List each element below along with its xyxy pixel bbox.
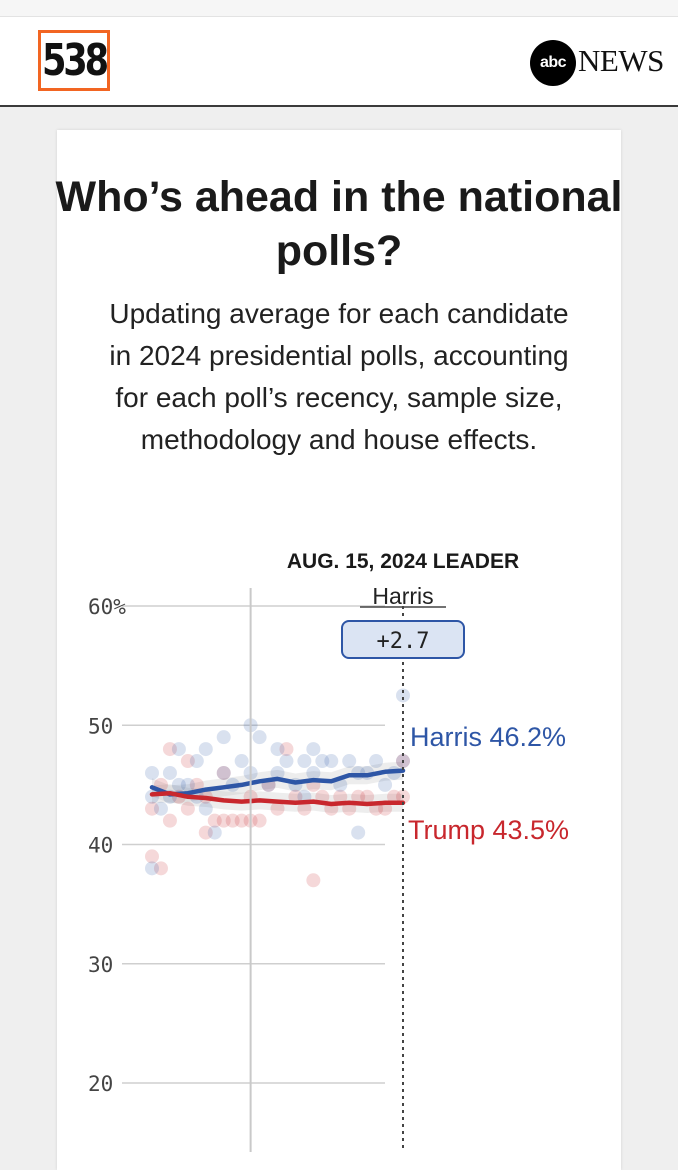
trump-poll-dot <box>288 789 303 804</box>
leader-name: Harris <box>372 583 433 609</box>
poll-card <box>57 130 621 1170</box>
leader-date-label: AUG. 15, 2024 LEADER <box>287 550 519 573</box>
abc-news-wordmark[interactable]: NEWS <box>578 43 664 78</box>
trump-poll-dot <box>234 813 249 828</box>
harris-poll-dot <box>162 765 177 780</box>
harris-poll-dot <box>207 825 222 840</box>
harris-poll-dot <box>234 754 249 769</box>
harris-poll-dot <box>306 765 321 780</box>
trump-poll-dot <box>189 777 204 792</box>
abc-logo[interactable]: abc <box>530 40 576 86</box>
trump-end-label: Trump 43.5% <box>408 815 569 845</box>
trump-poll-dot <box>198 825 213 840</box>
harris-poll-dot <box>216 730 231 745</box>
trump-poll-dot <box>162 742 177 757</box>
page-title: Who’s ahead in the national polls? <box>55 173 623 275</box>
y-tick-label: 20 <box>88 1072 113 1096</box>
trump-poll-dot <box>207 813 222 828</box>
harris-poll-dot <box>351 825 366 840</box>
trump-poll-dot <box>351 789 366 804</box>
harris-poll-dot <box>324 754 339 769</box>
harris-poll-dot <box>198 742 213 757</box>
y-tick-label: 60% <box>88 595 126 619</box>
y-tick-label: 40 <box>88 834 113 858</box>
harris-poll-dot <box>279 754 294 769</box>
harris-uncertainty-band <box>152 761 403 804</box>
trump-poll-dot <box>270 801 285 816</box>
harris-poll-dot <box>396 688 410 703</box>
trump-poll-dot <box>306 873 321 888</box>
leader-margin: +2.7 <box>377 629 430 654</box>
leader-margin-box <box>341 620 465 659</box>
harris-poll-dot <box>342 754 357 769</box>
y-tick-label: 50 <box>88 714 113 738</box>
trump-poll-dot <box>387 789 402 804</box>
harris-poll-dot <box>369 754 384 769</box>
trump-poll-dot <box>145 849 159 864</box>
browser-top-strip <box>0 0 678 17</box>
trump-poll-dot <box>153 861 168 876</box>
trump-poll-dot <box>145 801 159 816</box>
trump-poll-dot <box>360 789 375 804</box>
harris-poll-dot <box>378 777 393 792</box>
leader-name-bg <box>362 583 444 605</box>
harris-poll-dot <box>297 754 312 769</box>
trump-poll-dot <box>279 742 294 757</box>
trump-average-line <box>149 790 406 807</box>
harris-poll-dot <box>145 861 159 876</box>
trump-poll-dot <box>180 754 195 769</box>
harris-poll-dot <box>306 742 321 757</box>
harris-poll-dot <box>216 765 231 780</box>
harris-poll-dot <box>189 754 204 769</box>
trump-poll-dot <box>252 813 267 828</box>
trump-poll-dot <box>216 813 231 828</box>
trump-poll-dot <box>297 801 312 816</box>
site-header: 538 abc NEWS <box>0 17 678 107</box>
harris-poll-dot <box>180 777 195 792</box>
harris-poll-dot <box>198 801 213 816</box>
trump-poll-dot <box>225 813 240 828</box>
harris-poll-dot <box>171 777 186 792</box>
harris-poll-dot <box>145 765 159 780</box>
harris-poll-dot <box>270 765 285 780</box>
y-tick-label: 30 <box>88 953 113 977</box>
harris-end-label: Harris 46.2% <box>410 722 566 752</box>
harris-average-line <box>149 768 406 797</box>
harris-poll-dot <box>252 730 267 745</box>
538-logo-text: 538 <box>42 35 109 86</box>
harris-poll-dot <box>153 801 168 816</box>
trump-poll-dot <box>180 801 195 816</box>
538-logo[interactable]: 538 <box>38 30 110 91</box>
trump-poll-dot <box>162 813 177 828</box>
page-subtitle: Updating average for each candidate in 2… <box>109 298 569 455</box>
harris-poll-dot <box>270 742 285 757</box>
harris-poll-dot <box>171 742 186 757</box>
trump-poll-dot <box>333 789 348 804</box>
harris-poll-dot <box>315 754 330 769</box>
trump-poll-dot <box>216 765 231 780</box>
trump-uncertainty-band <box>152 784 403 813</box>
